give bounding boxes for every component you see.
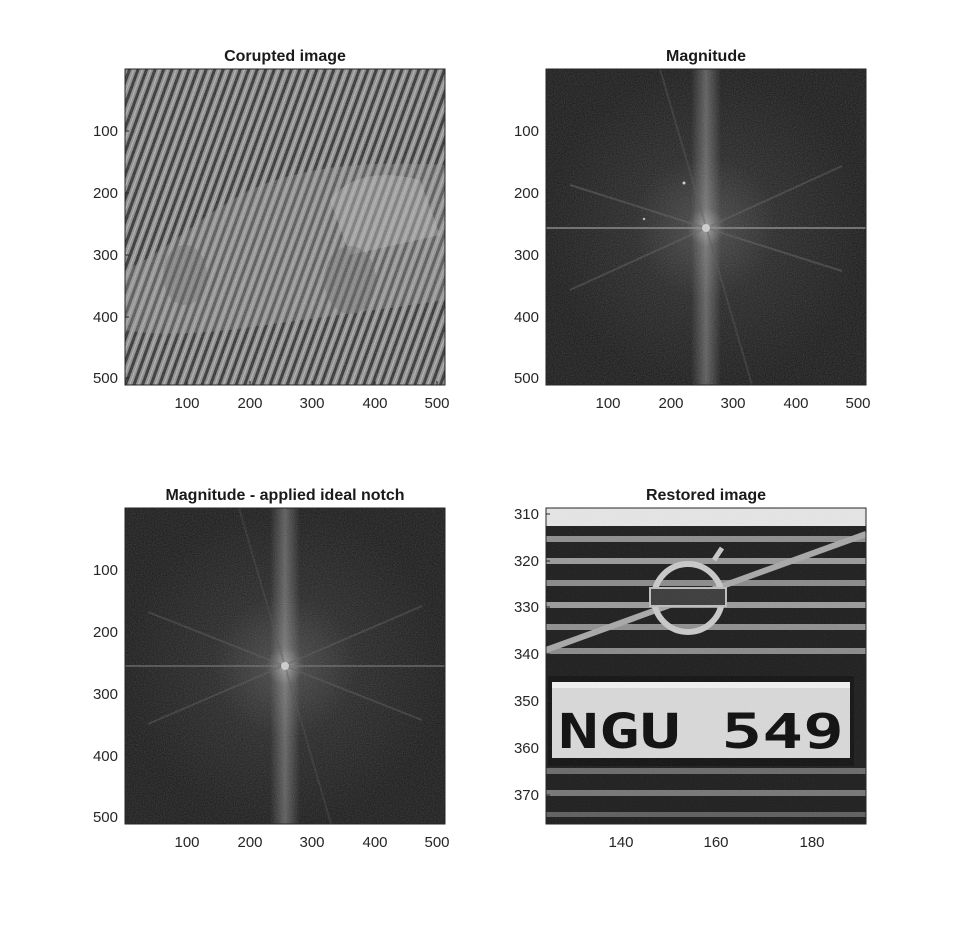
y-tick-label: 400 (514, 309, 539, 326)
y-tick-label: 310 (514, 506, 539, 523)
magnitude-spectrum-image (546, 69, 866, 385)
panel-magnitude: Magnitude 100 200 (514, 48, 871, 412)
y-tick-label: 200 (514, 185, 539, 202)
axis-ticks (546, 513, 813, 824)
x-tick-label: 400 (362, 834, 387, 851)
panel-title: Magnitude - applied ideal notch (165, 487, 404, 504)
y-tick-labels: 310 320 330 340 350 360 370 (514, 506, 539, 804)
y-tick-labels: 100 200 300 400 500 (514, 123, 539, 387)
x-tick-labels: 100 200 300 400 500 (174, 395, 449, 412)
y-tick-label: 300 (514, 247, 539, 264)
corrupted-image (125, 69, 445, 385)
axis-ticks (125, 130, 438, 385)
panel-title: Restored image (646, 487, 766, 504)
x-tick-label: 500 (424, 395, 449, 412)
y-tick-label: 400 (93, 748, 118, 765)
x-tick-label: 400 (783, 395, 808, 412)
y-tick-label: 500 (93, 370, 118, 387)
y-tick-labels: 100 200 300 400 500 (93, 562, 118, 826)
y-tick-label: 300 (93, 247, 118, 264)
y-tick-label: 500 (93, 809, 118, 826)
y-tick-label: 340 (514, 646, 539, 663)
x-tick-label: 200 (658, 395, 683, 412)
y-tick-label: 360 (514, 740, 539, 757)
x-tick-label: 500 (845, 395, 870, 412)
x-tick-labels: 100 200 300 400 500 (174, 834, 449, 851)
y-tick-label: 300 (93, 686, 118, 703)
x-tick-label: 500 (424, 834, 449, 851)
y-tick-label: 500 (514, 370, 539, 387)
y-tick-label: 320 (514, 553, 539, 570)
x-tick-label: 100 (174, 834, 199, 851)
notch-spectrum-image (125, 508, 445, 824)
x-tick-label: 200 (237, 834, 262, 851)
y-tick-label: 100 (93, 123, 118, 140)
x-tick-labels: 140 160 180 (608, 834, 824, 851)
x-tick-label: 200 (237, 395, 262, 412)
x-tick-label: 180 (799, 834, 824, 851)
x-tick-label: 100 (595, 395, 620, 412)
axis-ticks (125, 569, 438, 824)
x-tick-label: 300 (720, 395, 745, 412)
x-tick-label: 140 (608, 834, 633, 851)
x-tick-label: 100 (174, 395, 199, 412)
y-tick-labels: 100 200 300 400 500 (93, 123, 118, 387)
y-tick-label: 330 (514, 599, 539, 616)
panel-title: Corupted image (224, 48, 346, 65)
y-tick-label: 200 (93, 185, 118, 202)
y-tick-label: 350 (514, 693, 539, 710)
panel-restored-image: Restored image (514, 487, 867, 851)
y-tick-label: 200 (93, 624, 118, 641)
x-tick-label: 400 (362, 395, 387, 412)
y-tick-label: 100 (93, 562, 118, 579)
x-tick-label: 300 (299, 395, 324, 412)
axis-ticks (546, 130, 859, 385)
panel-magnitude-notch: Magnitude - applied ideal notch 100 (93, 487, 450, 851)
x-tick-labels: 100 200 300 400 500 (595, 395, 870, 412)
y-tick-label: 100 (514, 123, 539, 140)
x-tick-label: 300 (299, 834, 324, 851)
restored-image: NGU 549 (546, 508, 866, 824)
x-tick-label: 160 (703, 834, 728, 851)
y-tick-label: 400 (93, 309, 118, 326)
panel-title: Magnitude (666, 48, 746, 65)
panel-corrupted-image: Corupted image 100 200 300 (93, 48, 450, 412)
y-tick-label: 370 (514, 787, 539, 804)
